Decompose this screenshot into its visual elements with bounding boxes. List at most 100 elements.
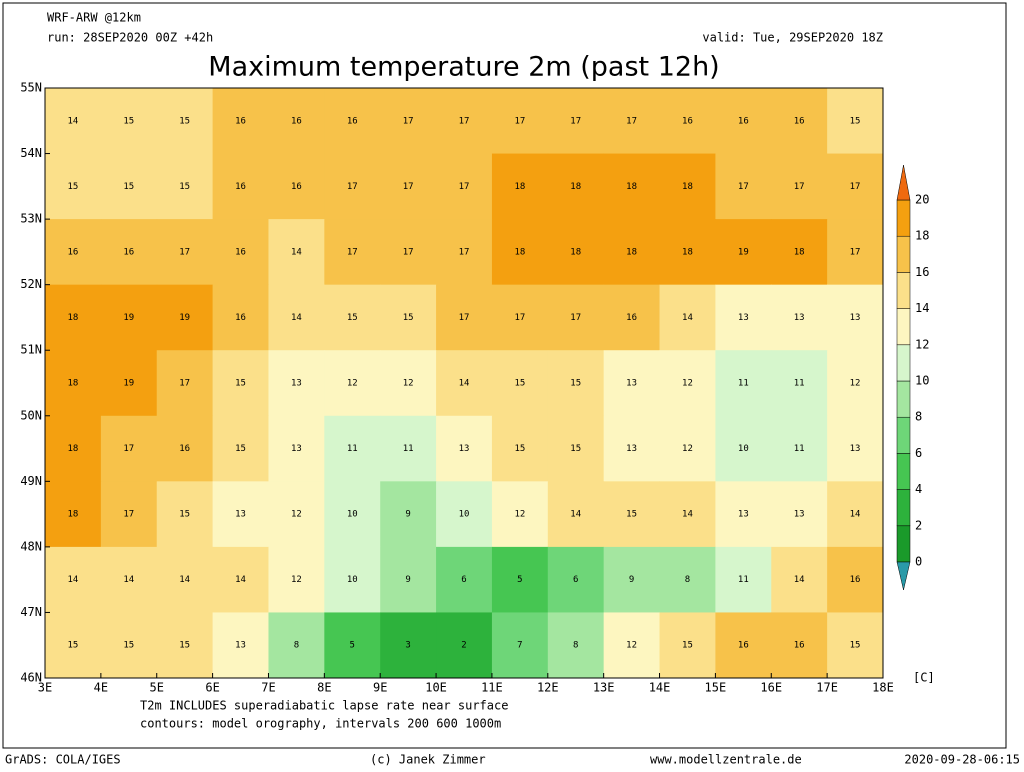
temp-cell <box>100 546 158 613</box>
y-tick-label: 47N <box>20 605 42 619</box>
temp-cell <box>45 612 102 679</box>
temp-cell <box>324 284 381 351</box>
temp-cell <box>491 415 549 482</box>
x-tick-label: 6E <box>205 681 219 695</box>
temp-value: 9 <box>405 575 410 585</box>
temp-value: 15 <box>68 641 79 651</box>
temp-value: 17 <box>179 247 190 257</box>
temp-cell <box>100 481 158 548</box>
temp-cell <box>100 219 158 286</box>
temp-value: 14 <box>123 575 134 585</box>
temp-value: 14 <box>682 510 693 520</box>
temp-value: 12 <box>291 575 302 585</box>
temp-value: 16 <box>291 116 302 126</box>
temp-cell <box>156 546 214 613</box>
temp-cell <box>380 88 437 155</box>
temp-value: 17 <box>403 247 414 257</box>
y-tick-label: 54N <box>20 146 42 160</box>
temp-value: 19 <box>179 313 190 323</box>
temp-cell <box>436 612 493 679</box>
temp-cell <box>659 153 716 220</box>
temp-cell <box>380 481 437 548</box>
temp-value: 18 <box>682 247 693 257</box>
temp-value: 18 <box>626 182 637 192</box>
temp-value: 13 <box>626 444 637 454</box>
temp-cell <box>45 88 102 155</box>
temp-value: 3 <box>405 641 410 651</box>
colorbar-top <box>896 164 911 201</box>
temp-value: 15 <box>179 182 190 192</box>
temp-value: 17 <box>738 182 749 192</box>
temp-cell <box>771 612 828 679</box>
temp-value: 10 <box>459 510 470 520</box>
temp-cell <box>603 415 661 482</box>
temp-cell <box>436 481 493 548</box>
temp-value: 18 <box>68 510 79 520</box>
temp-value: 12 <box>626 641 637 651</box>
temp-value: 9 <box>629 575 634 585</box>
temp-value: 13 <box>626 379 637 389</box>
temp-value: 14 <box>179 575 190 585</box>
model-label: WRF-ARW @12km <box>47 11 141 25</box>
x-tick-label: 5E <box>150 681 164 695</box>
temp-cell <box>100 284 158 351</box>
temp-value: 15 <box>570 379 581 389</box>
temp-cell <box>491 546 549 613</box>
temp-value: 15 <box>123 641 134 651</box>
temp-value: 16 <box>123 247 134 257</box>
temp-value: 7 <box>517 641 522 651</box>
temp-cell <box>324 612 381 679</box>
temp-cell <box>268 546 325 613</box>
temp-value: 18 <box>682 182 693 192</box>
temp-cell <box>268 612 325 679</box>
temp-value: 13 <box>738 313 749 323</box>
temp-cell <box>491 481 549 548</box>
y-tick-label: 50N <box>20 408 42 422</box>
temp-cell <box>324 88 381 155</box>
temp-value: 6 <box>573 575 578 585</box>
temp-value: 11 <box>403 444 414 454</box>
temp-cell <box>156 88 214 155</box>
temp-value: 17 <box>459 313 470 323</box>
temp-value: 12 <box>682 444 693 454</box>
temp-value: 17 <box>570 313 581 323</box>
colorbar-label: 16 <box>915 265 929 279</box>
temp-value: 18 <box>68 379 79 389</box>
temp-cell <box>156 284 214 351</box>
temp-value: 15 <box>347 313 358 323</box>
temp-value: 18 <box>514 247 525 257</box>
colorbar-band <box>896 489 911 527</box>
temp-value: 17 <box>123 444 134 454</box>
temp-value: 17 <box>403 116 414 126</box>
temp-value: 12 <box>291 510 302 520</box>
temp-value: 18 <box>514 182 525 192</box>
x-tick-label: 10E <box>425 681 447 695</box>
temp-cell <box>436 153 493 220</box>
temp-value: 11 <box>794 444 805 454</box>
temp-cell <box>827 88 884 155</box>
temp-cell <box>491 284 549 351</box>
temp-value: 14 <box>459 379 470 389</box>
footer-left: GrADS: COLA/IGES <box>5 753 121 767</box>
temp-value: 15 <box>514 444 525 454</box>
temp-cell <box>380 415 437 482</box>
temp-value: 15 <box>179 116 190 126</box>
temp-cell <box>212 415 269 482</box>
temp-cell <box>268 350 325 417</box>
temp-cell <box>380 612 437 679</box>
temp-cell <box>659 219 716 286</box>
temp-value: 13 <box>850 444 861 454</box>
temp-cell <box>771 415 828 482</box>
temp-value: 16 <box>850 575 861 585</box>
temp-value: 8 <box>573 641 578 651</box>
temp-cell <box>212 612 269 679</box>
temp-cell <box>45 546 102 613</box>
temp-value: 15 <box>179 641 190 651</box>
temp-value: 14 <box>850 510 861 520</box>
temp-value: 12 <box>682 379 693 389</box>
temp-cell <box>715 219 772 286</box>
temp-cell <box>547 612 605 679</box>
temp-cell <box>603 284 661 351</box>
colorbar-label: 10 <box>915 374 929 388</box>
